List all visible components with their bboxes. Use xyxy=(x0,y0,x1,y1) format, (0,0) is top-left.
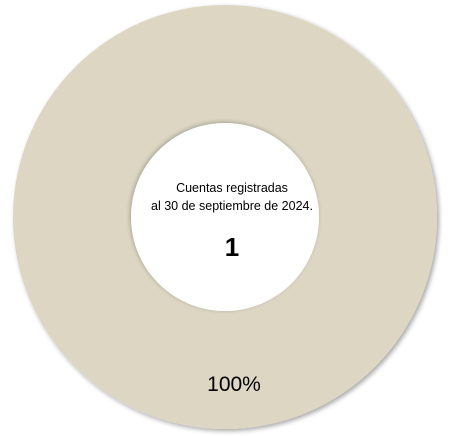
center-label-line1: Cuentas registradas xyxy=(176,181,288,195)
center-total-value: 1 xyxy=(225,232,239,262)
slice-percent-label: 100% xyxy=(207,373,261,396)
center-label-line2: al 30 de septiembre de 2024. xyxy=(151,199,313,213)
donut-hole xyxy=(131,123,319,311)
